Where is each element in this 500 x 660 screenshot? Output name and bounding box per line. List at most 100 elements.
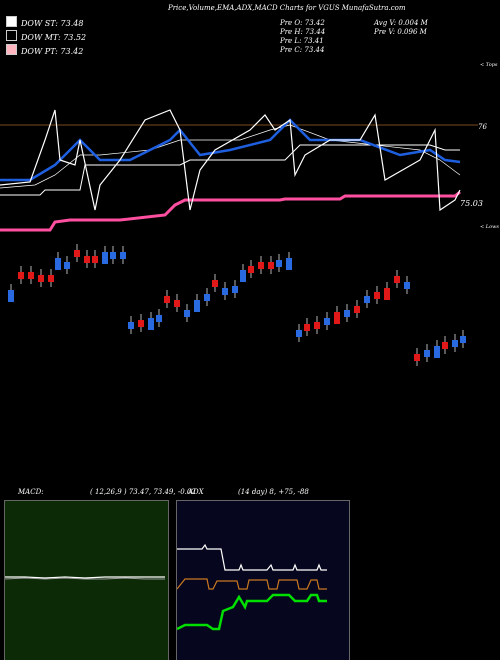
candle-body (194, 300, 200, 312)
candle-body (74, 250, 80, 257)
candle (184, 304, 190, 322)
candle-body (120, 252, 126, 259)
candle (212, 274, 218, 292)
candle (232, 280, 238, 298)
info-prev-close: Pre C: 73.44 (280, 46, 325, 54)
adx-plus-line (176, 593, 327, 631)
candle-body (128, 322, 134, 329)
candle (434, 340, 440, 358)
candle (258, 256, 264, 274)
candle (240, 264, 246, 282)
candle (304, 318, 310, 336)
candle (276, 254, 282, 272)
candle (424, 344, 430, 362)
candle-body (384, 288, 390, 300)
candle (394, 270, 400, 288)
candle-body (232, 286, 238, 293)
macd-panel (4, 500, 169, 660)
chart-title: Price,Volume,EMA,ADX,MACD Charts for VGU… (168, 4, 406, 12)
candle-body (434, 346, 440, 358)
macd-signal-line (5, 576, 165, 579)
legend-dow-pt: DOW PT: 73.42 (6, 44, 83, 56)
candle-body (156, 315, 162, 322)
candle (204, 288, 210, 306)
legend-label-st: DOW ST: 73.48 (21, 19, 84, 28)
ema-lines (0, 109, 461, 232)
candle-body (268, 262, 274, 269)
candle (8, 284, 14, 302)
candle-body (164, 296, 170, 303)
info-prev-low: Pre L: 73.41 (280, 37, 324, 45)
candle-body (102, 252, 108, 264)
candle-body (258, 262, 264, 269)
candle (414, 348, 420, 366)
candle (38, 269, 44, 287)
candle-body (174, 300, 180, 307)
candle-body (286, 258, 292, 270)
candle-body (276, 260, 282, 267)
legend-swatch-mt (6, 30, 17, 41)
candle-body (28, 272, 34, 279)
candle-body (64, 262, 70, 269)
candle (64, 256, 70, 274)
macd-line (4, 577, 165, 580)
candle (404, 276, 410, 294)
candle (92, 250, 98, 268)
info-avg-volume: Avg V: 0.004 M (374, 19, 428, 27)
candle-body (240, 270, 246, 282)
candle (74, 244, 80, 262)
candle (18, 266, 24, 284)
candle (120, 246, 126, 264)
candle-body (414, 354, 420, 361)
dow-pt-line (0, 190, 461, 232)
tops-label: < Tops (480, 62, 498, 68)
price-line (0, 109, 461, 212)
adx-line (177, 543, 327, 571)
legend-dow-mt: DOW MT: 73.52 (6, 30, 86, 42)
candle-body (304, 324, 310, 331)
candle-body (442, 342, 448, 349)
candle-body (212, 280, 218, 287)
candle (296, 324, 302, 342)
candle-body (48, 275, 54, 282)
candle (102, 246, 108, 264)
candle-body (138, 320, 144, 327)
candle-body (84, 256, 90, 263)
adx-minus-line (176, 578, 327, 590)
candle (334, 306, 340, 324)
candle-body (364, 296, 370, 303)
candle (364, 290, 370, 308)
candle (452, 334, 458, 352)
candle (354, 300, 360, 318)
candle (194, 294, 200, 312)
legend-label-pt: DOW PT: 73.42 (21, 47, 84, 56)
candle-body (248, 266, 254, 273)
adx-label: ADX (188, 488, 204, 496)
legend-label-mt: DOW MT: 73.52 (21, 33, 87, 42)
ema-blue-line (0, 118, 461, 182)
candle-body (314, 322, 320, 329)
candle-body (92, 256, 98, 263)
candle-body (394, 276, 400, 283)
candle (248, 260, 254, 278)
price-chart (0, 109, 478, 366)
candle-body (460, 336, 466, 343)
candle (268, 256, 274, 274)
candle-body (404, 282, 410, 289)
info-prev-volume: Pre V: 0.096 M (374, 28, 427, 36)
candle (174, 294, 180, 312)
ema-long-line (0, 144, 460, 196)
candle-body (110, 252, 116, 259)
candle-body (184, 310, 190, 317)
candle-body (334, 312, 340, 324)
adx-params: (14 day) 8, +75, -88 (238, 488, 309, 496)
candle-body (148, 318, 154, 330)
legend-swatch-st (6, 16, 17, 27)
candle-body (222, 288, 228, 295)
candles (8, 244, 466, 366)
candle (110, 246, 116, 264)
candle (164, 290, 170, 308)
lows-label: < Lows (480, 224, 499, 230)
candle (55, 252, 61, 270)
